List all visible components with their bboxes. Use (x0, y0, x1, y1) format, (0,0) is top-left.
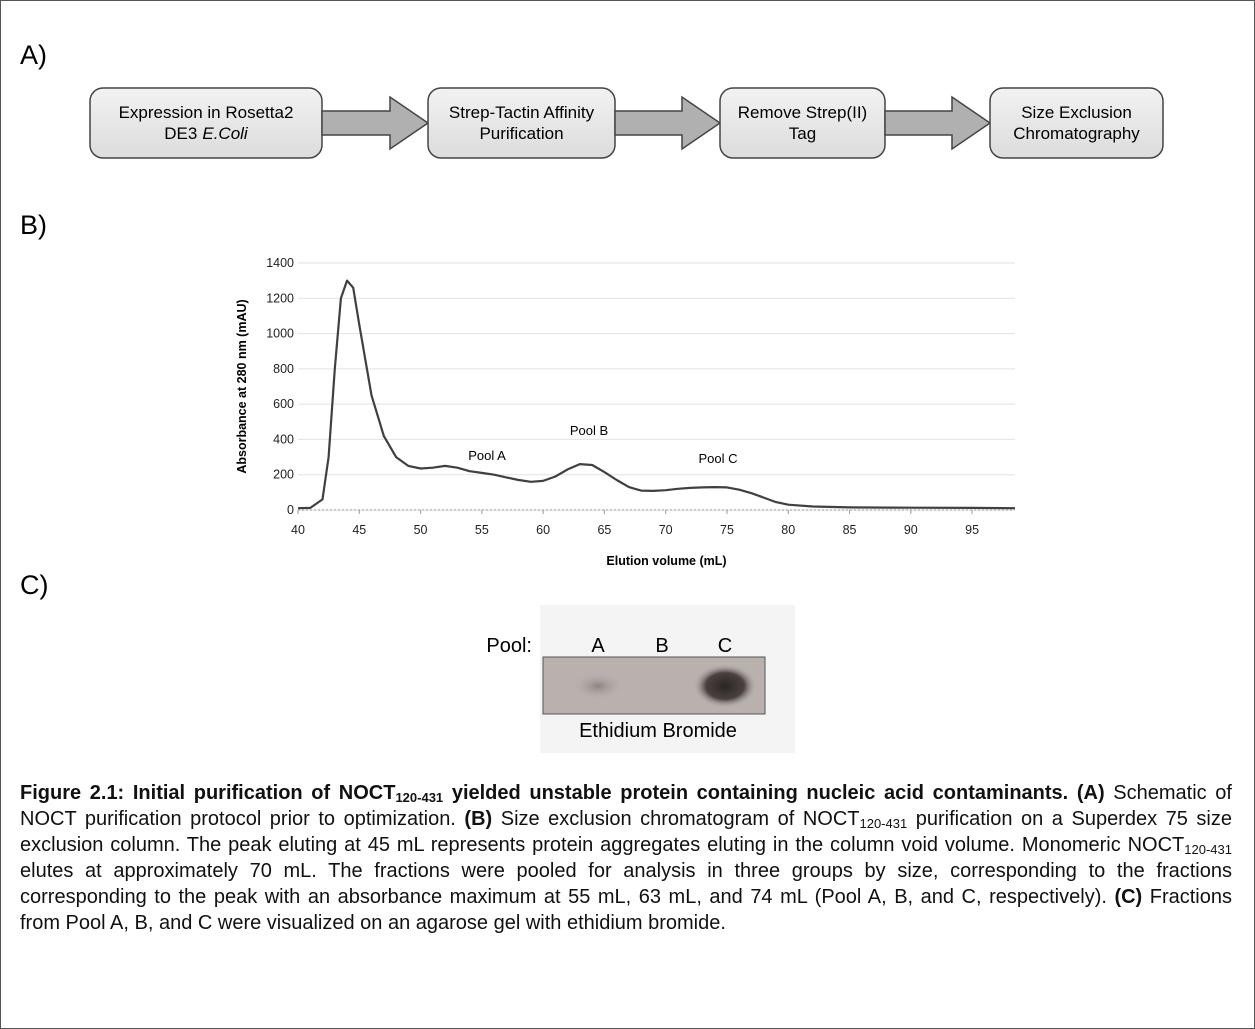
caption-text: (B) (464, 808, 492, 830)
y-tick-label: 800 (273, 362, 294, 376)
x-tick-label: 40 (291, 523, 305, 537)
step-box (990, 88, 1163, 158)
y-tick-label: 1000 (266, 327, 294, 341)
step-label: Remove Strep(II) (738, 103, 867, 122)
caption-text: elutes at approximately 70 mL. The fract… (20, 860, 1232, 908)
step-text: Strep-Tactin Affinity (449, 103, 595, 122)
caption-text: 120-431 (859, 816, 907, 831)
x-tick-label: 90 (904, 523, 918, 537)
x-tick-label: 45 (352, 523, 366, 537)
caption-text: yielded unstable protein containing nucl… (443, 782, 1104, 804)
step-label: Chromatography (1013, 124, 1140, 143)
page: A) B) C) Expression in Rosetta2 DE3 E.Coli… (0, 0, 1255, 1029)
x-tick-label: 75 (720, 523, 734, 537)
caption-text: 120-431 (1184, 842, 1232, 857)
y-tick-label: 1200 (266, 291, 294, 305)
x-tick-label: 55 (475, 523, 489, 537)
lane-label: A (591, 635, 605, 657)
pool-label: Pool: (486, 635, 532, 657)
caption-text: (C) (1114, 886, 1142, 908)
arrow (885, 97, 990, 149)
stain-label: Ethidium Bromide (579, 720, 737, 742)
step-box (90, 88, 322, 158)
x-axis-title: Elution volume (mL) (606, 554, 726, 568)
chromatogram: 0 200 400 600 800 1000 1200 1400 40 45 50 55 60 65 70 7… (235, 256, 1015, 568)
annotation: Pool B (570, 423, 608, 438)
step-label: Purification (479, 124, 563, 143)
x-tick-label: 60 (536, 523, 550, 537)
step-text: Purification (479, 124, 563, 143)
arrow (615, 97, 720, 149)
x-tick-label: 50 (414, 523, 428, 537)
caption-text: 120-431 (395, 790, 443, 805)
step-text: Tag (789, 124, 816, 143)
figure-caption: Figure 2.1: Initial purification of NOCT… (20, 780, 1232, 936)
panel-label: A) (20, 40, 47, 70)
y-tick-label: 400 (273, 432, 294, 446)
x-tick-label: 65 (597, 523, 611, 537)
caption-text: Figure 2.1: Initial purification of NOCT (20, 782, 395, 804)
flowchart: Expression in Rosetta2 DE3 E.Coli Strep-Tac… (90, 88, 1163, 158)
caption-text: Size exclusion chromatogram of NOCT (492, 808, 859, 830)
step-box (720, 88, 885, 158)
arrow (322, 97, 428, 149)
step-text: E.Coli (202, 124, 249, 143)
step-label: Size Exclusion (1021, 103, 1132, 122)
step-text: Expression in Rosetta2 (119, 103, 294, 122)
annotation: Pool C (698, 451, 737, 466)
y-tick-label: 200 (273, 468, 294, 482)
x-tick-label: 95 (965, 523, 979, 537)
annotation: Pool A (468, 448, 506, 463)
gel-panel: Pool: A B C Ethidium Bromide (486, 605, 795, 753)
step-text: DE3 (164, 124, 197, 143)
y-axis-title: Absorbance at 280 nm (mAU) (235, 299, 249, 473)
step-text: Size Exclusion (1021, 103, 1132, 122)
gel-band (572, 672, 624, 700)
step-label: DE3 E.Coli (164, 124, 249, 143)
gel-band (693, 664, 757, 708)
y-tick-label: 1400 (266, 256, 294, 270)
step-label: Tag (789, 124, 816, 143)
panel-label: B) (20, 210, 47, 240)
lane-label: C (718, 635, 732, 657)
lane-label: B (655, 635, 668, 657)
x-tick-label: 70 (659, 523, 673, 537)
y-tick-label: 0 (287, 503, 294, 517)
y-tick-label: 600 (273, 397, 294, 411)
step-box (428, 88, 615, 158)
panel-label: C) (20, 570, 49, 600)
step-text: Remove Strep(II) (738, 103, 867, 122)
x-tick-label: 85 (843, 523, 857, 537)
step-label: Expression in Rosetta2 (119, 103, 294, 122)
x-tick-label: 80 (781, 523, 795, 537)
step-text: Chromatography (1013, 124, 1140, 143)
step-label: Strep-Tactin Affinity (449, 103, 595, 122)
data-line (298, 281, 1015, 509)
